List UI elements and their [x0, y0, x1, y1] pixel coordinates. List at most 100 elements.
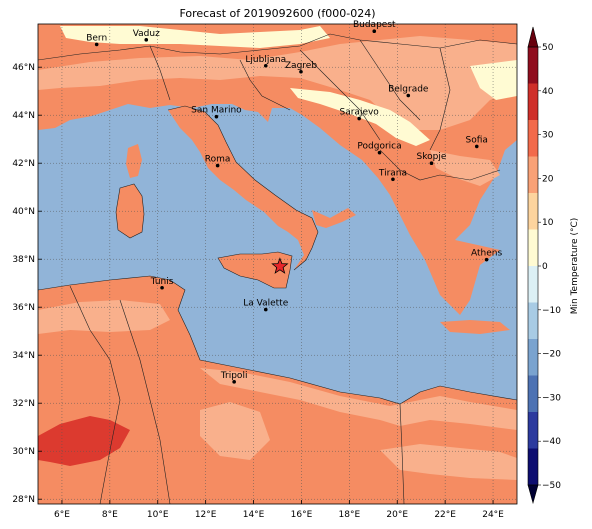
- city-dot: [474, 144, 479, 149]
- map-title: Forecast of 2019092600 (f000-024): [179, 7, 376, 20]
- colorbar-tick-label: 40: [542, 87, 554, 97]
- city-dot: [484, 257, 489, 262]
- city-dot: [160, 285, 164, 290]
- colorbar-tick-label: 0: [542, 262, 548, 272]
- colorbar-segment: [528, 229, 538, 267]
- country-borders: [38, 33, 517, 504]
- lat-tick-label: 32°N: [12, 399, 35, 409]
- colorbar-max-arrow: [527, 26, 539, 48]
- colorbar-tick-label: −30: [542, 393, 561, 403]
- lon-tick-label: 22°E: [434, 510, 456, 520]
- city-dot: [391, 177, 395, 182]
- coastlines: [38, 105, 517, 405]
- city-label: Bern: [86, 33, 107, 43]
- city-label: Budapest: [353, 20, 396, 30]
- gridlines: [38, 24, 517, 504]
- contour-10-20-africa-coast: [200, 368, 517, 430]
- contour-0-10-alps: [60, 26, 330, 48]
- longitude-ticks: 6°E 8°E 10°E 12°E 14°E 16°E 18°E 20°E 22°E 24°E: [54, 500, 504, 520]
- city-dot: [299, 69, 303, 74]
- city-label: Tunis: [150, 277, 174, 287]
- colorbar-segment: [528, 193, 538, 230]
- city-label: La Valette: [243, 299, 288, 309]
- lat-tick-label: 28°N: [12, 495, 35, 505]
- colorbar: 50 40 30 20 10 0 −10 −20 −30 −40 −50: [527, 26, 561, 505]
- colorbar-segment: [528, 266, 538, 303]
- city-label: Belgrade: [388, 85, 429, 95]
- lon-tick-label: 6°E: [54, 510, 70, 520]
- city-dot: [372, 29, 377, 33]
- lon-tick-label: 14°E: [243, 510, 265, 520]
- city-label: Ljubljana: [245, 55, 286, 65]
- lat-tick-label: 36°N: [12, 303, 35, 313]
- lon-tick-label: 20°E: [386, 510, 408, 520]
- city-label: San Marino: [191, 106, 242, 116]
- colorbar-tick-label: −20: [542, 350, 561, 360]
- lon-tick-label: 16°E: [291, 510, 313, 520]
- city-dot: [263, 63, 268, 68]
- city-label: Skopje: [417, 152, 447, 162]
- city-dot: [215, 163, 220, 168]
- land-apulia: [312, 208, 356, 228]
- city-label: Zagreb: [285, 61, 317, 71]
- land-sardinia: [116, 184, 144, 238]
- colorbar-tick-label: 10: [542, 218, 554, 228]
- colorbar-tick-label: 50: [542, 43, 554, 53]
- colorbar-segment: [528, 156, 538, 194]
- colorbar-segment: [528, 302, 538, 340]
- star-marker: [271, 257, 289, 274]
- lat-tick-label: 34°N: [12, 351, 35, 361]
- contour-0-10-east: [470, 60, 517, 100]
- colorbar-segment: [528, 448, 538, 486]
- city-dot: [377, 150, 382, 155]
- colorbar-label: Min Temperature (°C): [570, 218, 580, 315]
- city-label: Sarajevo: [340, 108, 380, 118]
- lon-tick-label: 24°E: [482, 510, 504, 520]
- latitude-ticks: 28°N 30°N 32°N 34°N 36°N 38°N 40°N 42°N 44°N 46°N: [12, 63, 42, 505]
- lat-tick-label: 30°N: [12, 447, 35, 457]
- colorbar-tick-label: −10: [542, 306, 561, 316]
- colorbar-tick-label: 20: [542, 174, 554, 184]
- lon-tick-label: 18°E: [339, 510, 361, 520]
- city-dot: [357, 116, 361, 121]
- contour-30-40-africa: [38, 416, 130, 466]
- colorbar-segment: [528, 120, 538, 157]
- colorbar-segment: [528, 47, 538, 84]
- contour-10-20-africa-west: [38, 300, 170, 334]
- map-frame: [37, 23, 518, 505]
- colorbar-min-arrow: [527, 484, 539, 505]
- city-dot: [429, 161, 434, 165]
- city-dot: [232, 380, 236, 384]
- city-dot: [94, 42, 99, 47]
- city-label: Athens: [471, 249, 502, 259]
- colorbar-tick-label: −40: [542, 437, 561, 447]
- land-corsica: [126, 144, 142, 178]
- contour-10-20-greece: [430, 150, 500, 186]
- contour-10-20-africa-east: [380, 444, 517, 480]
- contour-10-20-europe: [38, 36, 517, 130]
- city-label: Sofia: [466, 135, 488, 145]
- lat-tick-label: 40°N: [12, 207, 35, 217]
- city-dot: [406, 93, 411, 98]
- colorbar-tick-label: 30: [542, 131, 554, 141]
- colorbar-segment: [528, 375, 538, 413]
- colorbar-segment: [528, 412, 538, 449]
- city-label: Vaduz: [133, 29, 160, 39]
- city-dot: [263, 307, 268, 312]
- lat-tick-label: 42°N: [12, 159, 35, 169]
- city-label: Roma: [205, 155, 231, 165]
- lon-tick-label: 8°E: [102, 510, 118, 520]
- city-dot: [214, 114, 219, 119]
- lon-tick-label: 12°E: [195, 510, 217, 520]
- colorbar-tick-label: −50: [542, 481, 561, 491]
- city-label: Tirana: [378, 168, 407, 178]
- city-label: Tripoli: [220, 371, 248, 381]
- city-dot: [144, 38, 149, 42]
- city-label: Podgorica: [357, 142, 401, 152]
- colorbar-segment: [528, 339, 538, 376]
- land-crete: [440, 320, 510, 334]
- lat-tick-label: 46°N: [12, 63, 35, 73]
- lon-tick-label: 10°E: [147, 510, 169, 520]
